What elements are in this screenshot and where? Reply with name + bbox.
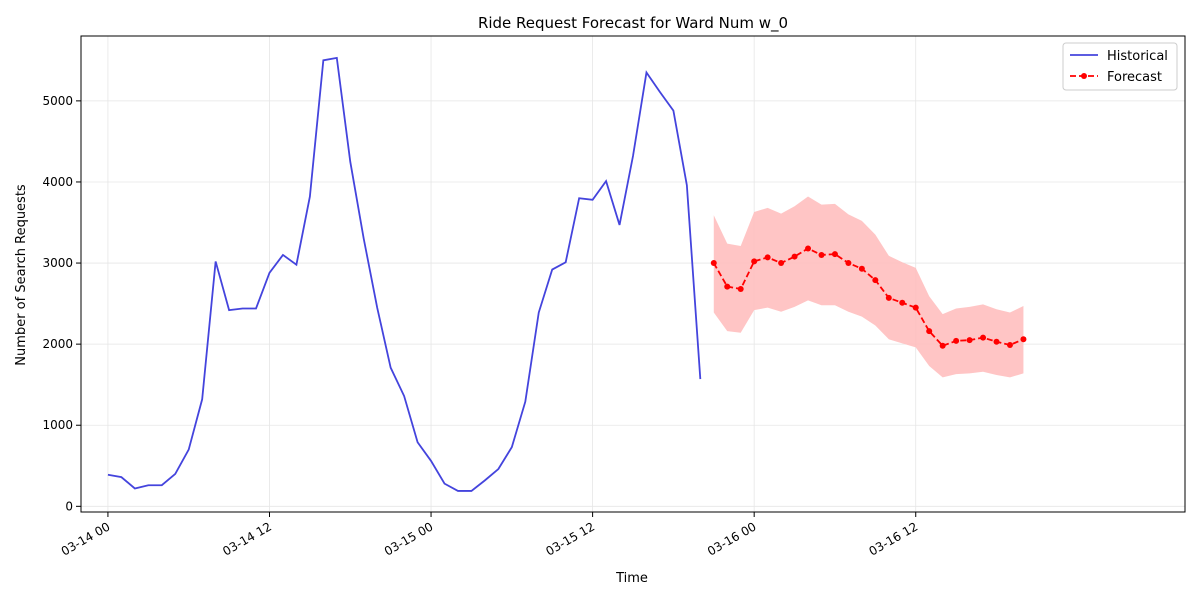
forecast-point <box>724 283 731 290</box>
series-line-historical <box>107 56 702 492</box>
series-layer <box>107 56 1027 492</box>
y-axis-title: Number of Search Requests <box>14 184 29 366</box>
y-tick-label: 4000 <box>42 175 73 189</box>
x-axis: 03-14 00 03-14 12 03-15 00 03-15 12 03-16 00… <box>59 512 921 559</box>
forecast-point <box>912 304 919 311</box>
forecast-point <box>1020 336 1027 343</box>
legend-label-forecast: Forecast <box>1107 70 1162 85</box>
chart-title: Ride Request Forecast for Ward Num w_0 <box>478 14 788 33</box>
forecast-point <box>710 260 717 267</box>
forecast-point <box>1006 341 1013 348</box>
x-tick-label: 03-16 00 <box>705 519 759 558</box>
x-tick-label: 03-16 12 <box>867 519 921 558</box>
forecast-point <box>778 260 785 267</box>
y-axis: 0 1000 2000 3000 4000 5000 <box>42 94 81 513</box>
forecast-point <box>791 253 798 260</box>
y-tick-label: 3000 <box>42 256 73 270</box>
x-tick-label: 03-15 12 <box>543 519 597 558</box>
forecast-point <box>993 338 1000 345</box>
forecast-point <box>818 251 825 258</box>
x-tick-label: 03-15 00 <box>382 519 436 558</box>
forecast-point <box>858 265 865 272</box>
forecast-point <box>737 286 744 293</box>
y-tick-label: 1000 <box>42 418 73 432</box>
forecast-point <box>926 328 933 335</box>
plot-frame <box>80 35 1186 513</box>
x-tick-label: 03-14 00 <box>59 519 113 558</box>
forecast-point <box>872 277 879 284</box>
confidence-band-layer <box>713 196 1024 378</box>
y-tick-label: 2000 <box>42 337 73 351</box>
forecast-point <box>764 254 771 261</box>
legend-marker-forecast <box>1081 73 1087 79</box>
legend: Historical Forecast <box>1062 42 1178 91</box>
y-tick-label: 5000 <box>42 94 73 108</box>
forecast-confidence-band <box>713 196 1024 378</box>
forecast-point <box>845 260 852 267</box>
gridlines <box>81 36 1185 512</box>
forecast-point <box>953 337 960 344</box>
forecast-point <box>980 334 987 341</box>
forecast-point <box>885 294 892 301</box>
legend-label-historical: Historical <box>1107 49 1168 64</box>
forecast-point <box>805 245 812 252</box>
forecast-point <box>966 337 973 344</box>
forecast-point <box>899 299 906 306</box>
x-tick-label: 03-14 12 <box>220 519 274 558</box>
forecast-point <box>831 251 838 258</box>
forecast-point <box>939 342 946 349</box>
y-tick-label: 0 <box>65 499 73 513</box>
forecast-point <box>751 258 758 265</box>
x-axis-title: Time <box>615 571 648 586</box>
